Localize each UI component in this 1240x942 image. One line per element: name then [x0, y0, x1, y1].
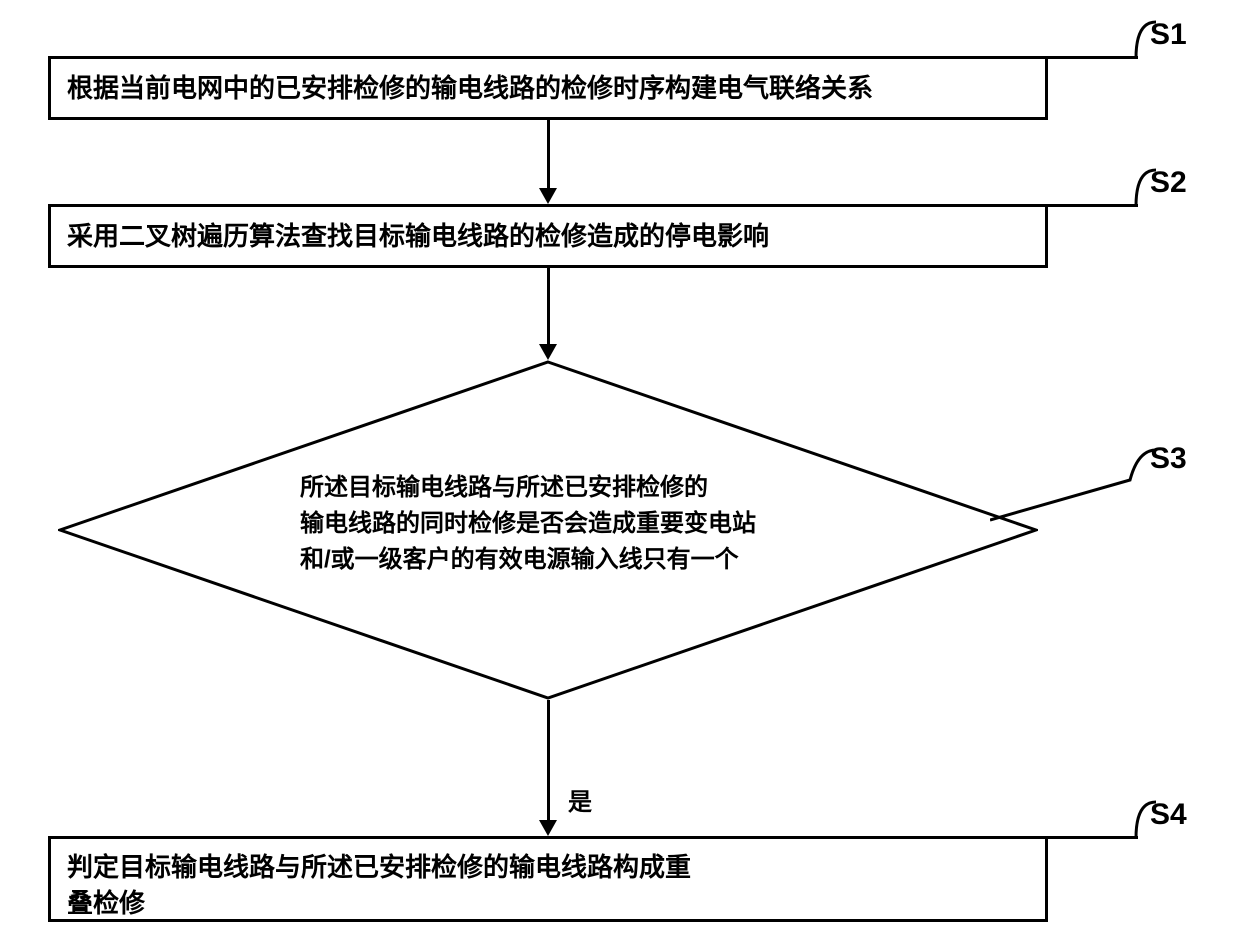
edge-s3-s4-label: 是 — [568, 782, 592, 817]
callout-s1-h — [1048, 56, 1138, 59]
process-s2-text: 采用二叉树遍历算法查找目标输电线路的检修造成的停电影响 — [67, 218, 769, 254]
arrow-s2-s3 — [539, 344, 557, 360]
edge-s3-s4 — [547, 700, 550, 822]
label-s3: S3 — [1150, 442, 1187, 476]
arrow-s3-s4 — [539, 820, 557, 836]
process-s1-text: 根据当前电网中的已安排检修的输电线路的检修时序构建电气联络关系 — [67, 70, 873, 106]
callout-s4-h — [1048, 836, 1138, 839]
label-s1: S1 — [1150, 18, 1187, 52]
process-s4: 判定目标输电线路与所述已安排检修的输电线路构成重 叠检修 — [48, 836, 1048, 922]
process-s4-text: 判定目标输电线路与所述已安排检修的输电线路构成重 叠检修 — [67, 849, 691, 922]
callout-s3 — [990, 442, 1160, 542]
arrow-s1-s2 — [539, 188, 557, 204]
decision-s3-text: 所述目标输电线路与所述已安排检修的 输电线路的同时检修是否会造成重要变电站 和/… — [300, 470, 756, 578]
label-s2: S2 — [1150, 166, 1187, 200]
process-s1: 根据当前电网中的已安排检修的输电线路的检修时序构建电气联络关系 — [48, 56, 1048, 120]
label-s4: S4 — [1150, 798, 1187, 832]
callout-s2-h — [1048, 204, 1138, 207]
edge-s1-s2 — [547, 120, 550, 190]
edge-s2-s3 — [547, 268, 550, 346]
process-s2: 采用二叉树遍历算法查找目标输电线路的检修造成的停电影响 — [48, 204, 1048, 268]
